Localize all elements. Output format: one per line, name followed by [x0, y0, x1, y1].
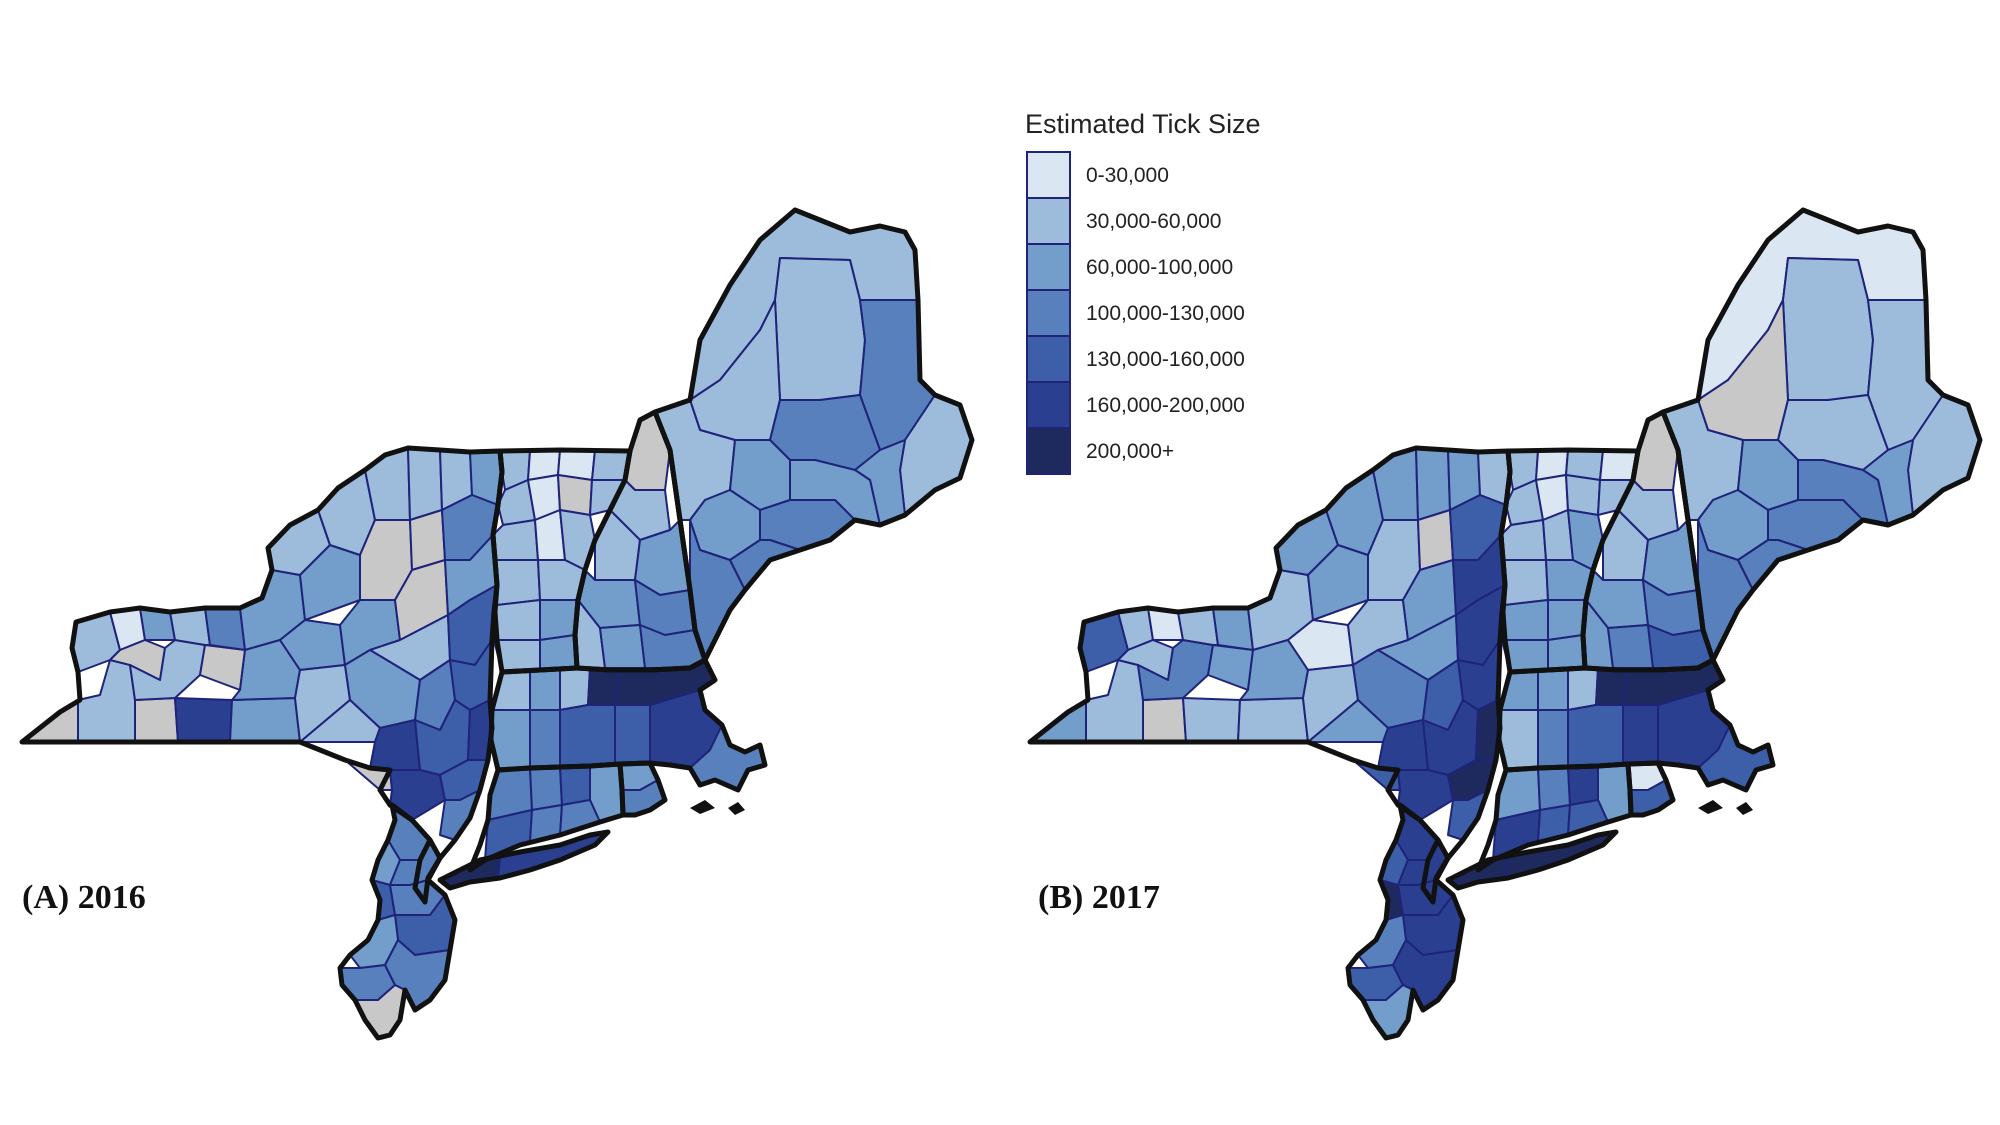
- county: [204, 607, 246, 651]
- legend-swatch: [1026, 289, 1071, 337]
- island: [690, 800, 715, 814]
- county: [134, 697, 179, 743]
- county-choropleth-2017: [1029, 209, 1981, 1039]
- county: [614, 704, 651, 765]
- county: [1501, 599, 1549, 641]
- county: [529, 766, 563, 811]
- county: [407, 447, 443, 521]
- legend-label: 130,000-160,000: [1086, 348, 1245, 371]
- county: [529, 709, 561, 769]
- state-border: [337, 802, 458, 1041]
- county: [529, 668, 561, 711]
- panel-label-2017: (B) 2017: [1038, 879, 1160, 916]
- island: [1736, 802, 1753, 815]
- legend-label: 0-30,000: [1086, 164, 1169, 187]
- legend-label: 160,000-200,000: [1086, 394, 1245, 417]
- county: [1547, 599, 1587, 641]
- county: [557, 474, 593, 516]
- state-border: [1660, 207, 1983, 663]
- county: [1085, 659, 1144, 743]
- legend-label: 60,000-100,000: [1086, 256, 1233, 279]
- state-border: [437, 829, 611, 891]
- legend-items: 0-30,000 30,000-60,000 60,000-100,000 100,0…: [1026, 151, 1245, 475]
- county: [559, 667, 591, 711]
- county: [494, 559, 541, 606]
- county: [1547, 634, 1586, 671]
- county: [539, 599, 579, 641]
- county: [1567, 765, 1599, 806]
- legend-swatch: [1026, 335, 1071, 383]
- county: [77, 659, 136, 743]
- island: [728, 802, 745, 815]
- county: [1207, 644, 1254, 691]
- state-border: [467, 761, 626, 873]
- state-border: [1475, 761, 1634, 873]
- state-border: [652, 207, 975, 663]
- county: [1567, 704, 1624, 768]
- county: [1565, 474, 1601, 516]
- legend-swatch: [1026, 197, 1071, 245]
- county: [174, 697, 233, 743]
- county: [1607, 624, 1654, 669]
- county: [1782, 257, 1874, 401]
- state-borders-2016: [19, 207, 975, 1041]
- county: [229, 697, 301, 743]
- state-border: [1445, 829, 1619, 891]
- legend-swatch: [1026, 151, 1071, 199]
- county: [1182, 697, 1241, 743]
- island: [1698, 800, 1723, 814]
- county: [559, 765, 591, 806]
- state-border: [1625, 760, 1676, 818]
- state-borders-2017: [1027, 207, 1983, 1041]
- county: [1537, 766, 1571, 811]
- state-border: [1345, 802, 1466, 1041]
- county: [774, 257, 866, 401]
- legend-swatch: [1026, 243, 1071, 291]
- county: [1502, 559, 1549, 606]
- county: [493, 599, 541, 641]
- county: [1237, 697, 1309, 743]
- county: [1537, 668, 1569, 711]
- panel-label-2016: (A) 2016: [22, 879, 146, 916]
- map-panel-2016: (A) 2016: [19, 207, 975, 1041]
- county: [1537, 709, 1569, 769]
- county: [1622, 704, 1659, 765]
- county: [1212, 607, 1254, 651]
- legend: Estimated Tick Size 0-30,000 30,000-60,00…: [1025, 109, 1261, 475]
- legend-label: 30,000-60,000: [1086, 210, 1221, 233]
- legend-label: 100,000-130,000: [1086, 302, 1245, 325]
- county: [199, 644, 246, 691]
- legend-swatch: [1026, 381, 1071, 429]
- legend-label: 200,000+: [1086, 440, 1174, 463]
- county: [1142, 697, 1187, 743]
- legend-title: Estimated Tick Size: [1025, 109, 1261, 139]
- county: [1567, 667, 1599, 711]
- county: [1415, 447, 1451, 521]
- map-panel-2017: (B) 2017: [1027, 207, 1983, 1041]
- county: [559, 704, 616, 768]
- county: [539, 634, 578, 671]
- county: [599, 624, 646, 669]
- state-border: [617, 760, 668, 818]
- county: [492, 519, 539, 561]
- legend-swatch: [1026, 427, 1071, 475]
- county: [1500, 519, 1547, 561]
